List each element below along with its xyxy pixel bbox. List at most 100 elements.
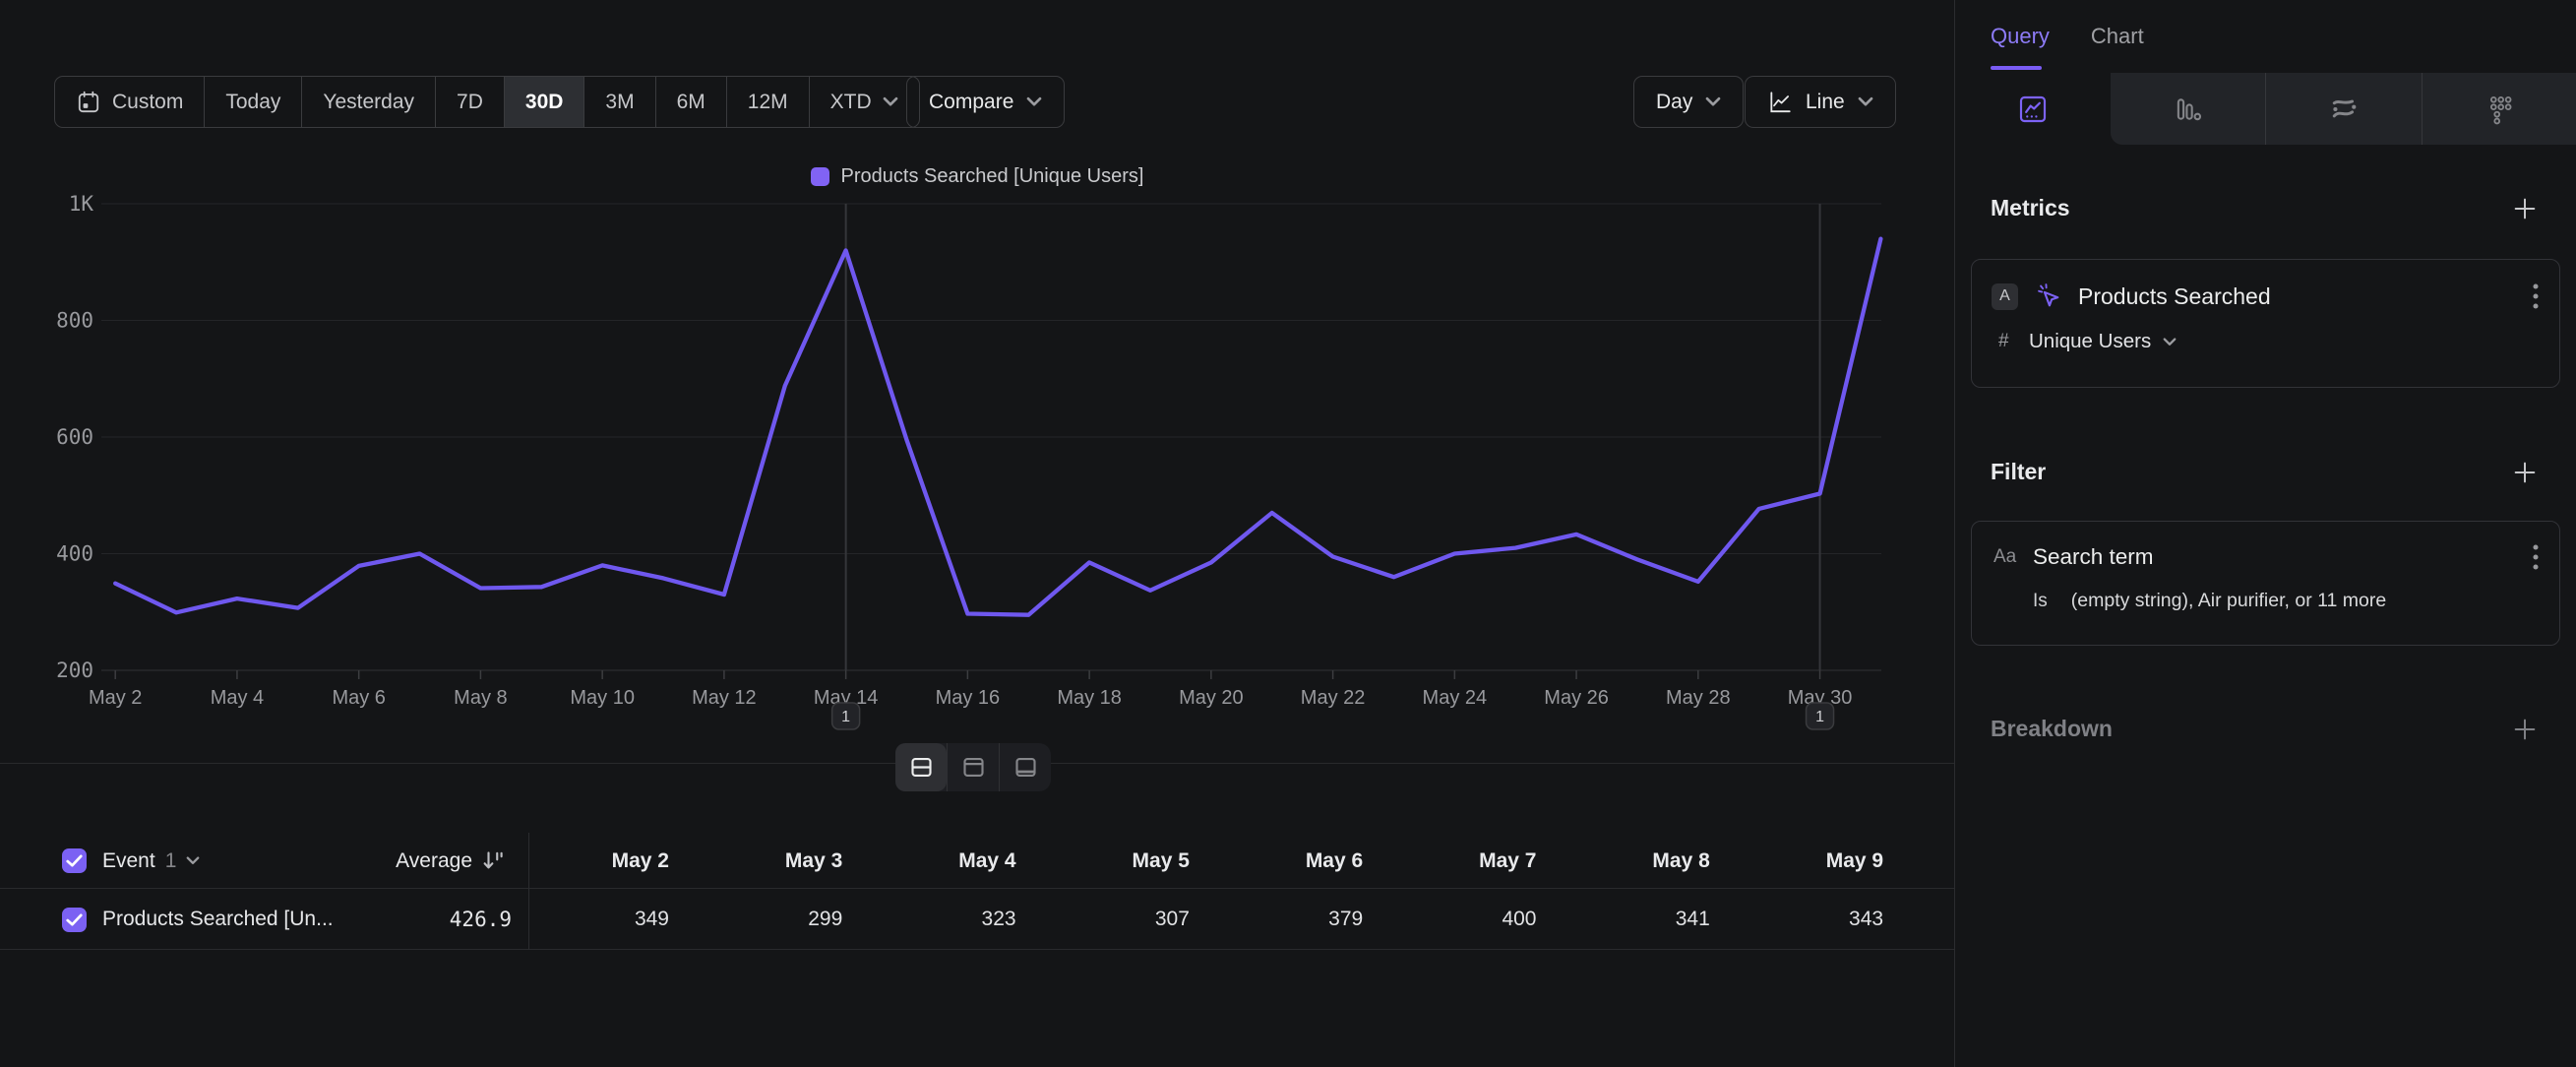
kebab-menu-icon[interactable] (2532, 542, 2540, 572)
x-axis-label: May 2 (89, 687, 142, 709)
calendar-icon (76, 90, 101, 115)
event-cursor-icon (2035, 282, 2062, 310)
metric-card[interactable]: A Products Searched # Unique Users (1971, 259, 2560, 388)
x-axis-label: May 4 (211, 687, 264, 709)
flow-chart-tab[interactable] (2265, 73, 2422, 145)
range-xtd[interactable]: XTD (810, 77, 919, 127)
chart-style-button[interactable]: Line (1745, 76, 1896, 128)
average-header: Average (335, 833, 472, 889)
layout-chart-only-button[interactable] (947, 743, 999, 791)
column-header: May 8 (1572, 833, 1710, 889)
filter-card[interactable]: Aa Search term Is (empty string), Air pu… (1971, 521, 2560, 646)
metrics-heading: Metrics (1991, 195, 2070, 221)
chevron-down-icon (883, 96, 898, 107)
range-12m[interactable]: 12M (727, 77, 810, 127)
x-axis-label: May 12 (692, 687, 757, 709)
add-metric-button[interactable] (2511, 195, 2539, 222)
column-header: May 9 (1746, 833, 1883, 889)
sidebar-tabbar: Query Chart (1955, 0, 2576, 73)
range-custom[interactable]: Custom (55, 77, 205, 127)
range-label: 3M (605, 91, 634, 114)
column-header: May 7 (1399, 833, 1537, 889)
flow-chart-tab-icon (2328, 94, 2360, 125)
chevron-down-icon[interactable] (2163, 337, 2177, 347)
x-axis-label: May 26 (1544, 687, 1609, 709)
annotation-badge-label: 1 (841, 709, 850, 725)
add-filter-button[interactable] (2511, 459, 2539, 486)
layout-chart-only-icon (960, 754, 987, 781)
x-axis-label: May 24 (1423, 687, 1488, 709)
range-6m[interactable]: 6M (656, 77, 727, 127)
x-axis-label: May 10 (570, 687, 635, 709)
tab-query[interactable]: Query (1991, 24, 2050, 49)
cell-value: 299 (705, 889, 842, 950)
table-row[interactable]: Products Searched [Un... 426.9 349299323… (0, 889, 1954, 950)
date-range-group: Custom Today Yesterday 7D 30D 3M 6M 12M XTD (54, 76, 920, 128)
range-3m[interactable]: 3M (584, 77, 655, 127)
cell-value: 323 (879, 889, 1016, 950)
bar-chart-tab[interactable] (2111, 73, 2266, 145)
compare-button[interactable]: Compare (906, 76, 1065, 128)
chart-style-label: Line (1806, 91, 1845, 114)
range-7d[interactable]: 7D (436, 77, 505, 127)
row-checkbox[interactable] (62, 908, 87, 932)
layout-split-button[interactable] (895, 743, 947, 791)
string-property-icon: Aa (1993, 546, 2033, 568)
aggregation-selector[interactable]: Unique Users (2029, 330, 2151, 353)
y-axis-label: 200 (56, 659, 93, 682)
cell-value: 400 (1399, 889, 1537, 950)
kebab-menu-icon[interactable] (2532, 282, 2540, 311)
filter-operator[interactable]: Is (2033, 591, 2048, 612)
filter-property-name: Search term (2033, 544, 2154, 570)
line-chart-icon (1767, 90, 1793, 115)
annotation-badge-label: 1 (1815, 709, 1824, 725)
range-label: Custom (112, 91, 183, 114)
chevron-down-icon (1026, 96, 1042, 107)
select-all-checkbox[interactable] (62, 848, 87, 873)
chevron-down-icon[interactable] (186, 855, 200, 866)
chart-type-strip (1955, 73, 2576, 145)
layout-table-bottom-icon (1012, 754, 1039, 781)
line-chart-tab[interactable] (1955, 73, 2111, 145)
range-label: 12M (748, 91, 788, 114)
range-30d[interactable]: 30D (505, 77, 585, 127)
cell-value: 343 (1746, 889, 1883, 950)
tab-chart[interactable]: Chart (2091, 24, 2144, 49)
line-chart-tab-icon (2017, 94, 2049, 125)
average-value: 426.9 (374, 889, 512, 950)
range-label: Today (225, 91, 280, 114)
active-tab-underline (1991, 66, 2042, 70)
event-header: Event (102, 833, 155, 889)
series-line[interactable] (115, 239, 1880, 615)
column-header: May 6 (1225, 833, 1363, 889)
cell-value: 307 (1052, 889, 1190, 950)
cell-value: 349 (531, 889, 669, 950)
granularity-button[interactable]: Day (1633, 76, 1744, 128)
metric-dots-tab[interactable] (2422, 73, 2576, 145)
range-label: 30D (525, 91, 564, 114)
sort-icon[interactable] (481, 848, 506, 873)
y-axis-label: 400 (56, 542, 93, 566)
x-axis-label: May 16 (936, 687, 1001, 709)
add-breakdown-button[interactable] (2511, 716, 2539, 743)
main-area: Custom Today Yesterday 7D 30D 3M 6M 12M XTD Comp… (0, 0, 1954, 1067)
line-chart[interactable]: 1K800600400200May 2May 4May 6May 8May 10… (0, 148, 1954, 758)
filter-value[interactable]: (empty string), Air purifier, or 11 more (2071, 590, 2386, 612)
layout-table-bottom-button[interactable] (999, 743, 1051, 791)
granularity-label: Day (1656, 91, 1692, 114)
metric-letter-badge: A (1992, 283, 2018, 310)
x-axis-label: May 8 (454, 687, 507, 709)
range-yesterday[interactable]: Yesterday (302, 77, 436, 127)
range-label: 7D (457, 91, 483, 114)
cell-value: 379 (1225, 889, 1363, 950)
table-header-row: Event 1 Average May 2May 3May 4May 5May … (0, 833, 1954, 889)
column-header: May 5 (1052, 833, 1190, 889)
range-today[interactable]: Today (205, 77, 302, 127)
metric-name: Products Searched (2078, 283, 2271, 310)
chevron-down-icon (1705, 96, 1721, 107)
bar-chart-tab-icon (2172, 94, 2203, 125)
x-axis-label: May 6 (332, 687, 385, 709)
query-sidebar: Query Chart (1954, 0, 2576, 1067)
table-column-divider (528, 833, 529, 950)
y-axis-label: 600 (56, 425, 93, 449)
